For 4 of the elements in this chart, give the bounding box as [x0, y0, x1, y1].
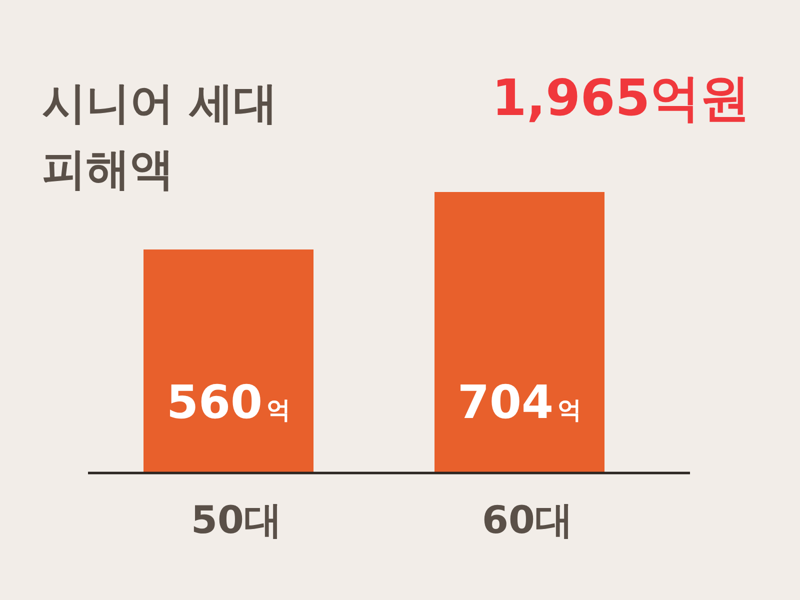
chart-title: 시니어 세대 피해액 [42, 78, 278, 195]
x-tick-label: 50대 [191, 498, 282, 542]
x-tick-label: 60대 [482, 498, 573, 542]
text: 1,965억원 [492, 69, 750, 127]
